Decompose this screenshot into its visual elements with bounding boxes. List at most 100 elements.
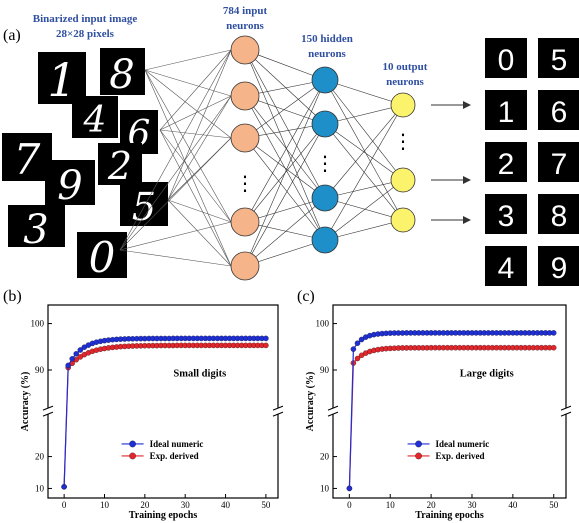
- digit-tile: [38, 52, 86, 104]
- connection-line: [324, 179, 404, 241]
- series-point: [550, 330, 557, 336]
- hidden-layer-caption-line2: neurons: [308, 48, 346, 60]
- output-digit-card: [485, 90, 527, 130]
- panel-b-label: (b): [3, 288, 22, 305]
- connection-line: [144, 49, 232, 71]
- digit-tile: [120, 182, 168, 226]
- hidden-neuron: [311, 110, 339, 138]
- digit-tile-label: 7: [14, 135, 41, 184]
- hidden-layer-ellipsis: ⋮: [315, 151, 335, 175]
- output-digit-label: 6: [551, 96, 568, 129]
- output-digit-card: [538, 90, 579, 130]
- input-neuron: [230, 81, 260, 111]
- connection-line: [244, 49, 326, 125]
- series-point: [61, 484, 67, 490]
- series-line: [348, 332, 554, 489]
- connection-line: [144, 69, 232, 139]
- connection-line: [244, 49, 326, 241]
- accuracy-chart-large-digits: 10 20 90 100 0 10 20 30 40 50 Training epochs Accur…: [305, 304, 572, 521]
- input-layer-caption-line2: neurons: [226, 20, 264, 32]
- network-neurons: [230, 35, 416, 281]
- output-digit-grid: 0 5 1 6 2 7 3 8 4 9: [485, 38, 579, 286]
- y-tick-label: 100: [31, 319, 45, 329]
- digit-tile: [100, 48, 145, 95]
- output-digit-label: 1: [498, 96, 515, 129]
- legend-label: Exp. derived: [436, 451, 485, 461]
- series-line: [348, 347, 554, 489]
- output-digit-label: 8: [551, 200, 568, 233]
- connection-line: [244, 95, 326, 199]
- digit-tile-label: 1: [47, 53, 76, 107]
- series-point: [65, 362, 71, 369]
- legend-marker: [415, 440, 422, 448]
- digit-tile-label: 3: [23, 207, 48, 253]
- x-tick-label: 10: [100, 500, 110, 510]
- connection-line: [244, 137, 326, 199]
- connection-line: [159, 49, 232, 131]
- axis-break-mark: [42, 411, 54, 417]
- x-tick-label: 50: [549, 500, 559, 510]
- axis-break-mark: [327, 405, 339, 411]
- output-digit-card: [485, 194, 527, 234]
- connection-line: [244, 197, 326, 267]
- output-digit-card: [538, 38, 579, 78]
- axis-break-mark: [560, 405, 572, 411]
- series-point: [263, 342, 269, 349]
- panel-c-label: (c): [297, 288, 315, 305]
- y-axis-label: Accuracy (%): [20, 372, 31, 432]
- input-image-caption-line1: Binarized input image: [33, 13, 138, 25]
- connection-line: [159, 129, 232, 267]
- x-tick-label: 10: [386, 500, 396, 510]
- connection-line: [167, 199, 232, 267]
- x-tick-label: 50: [261, 500, 271, 510]
- connection-line: [324, 197, 404, 221]
- output-digit-card: [485, 142, 527, 182]
- x-tick-label: 40: [221, 500, 231, 510]
- output-layer-ellipsis: ⋮: [393, 129, 413, 153]
- connection-line: [324, 219, 404, 241]
- series-point: [73, 351, 79, 357]
- connection-line: [324, 79, 404, 181]
- output-digit-label: 0: [498, 44, 515, 77]
- panel-a-label: (a): [3, 27, 21, 44]
- connection-line: [324, 104, 404, 199]
- connection-line: [324, 104, 404, 241]
- series-line: [63, 337, 266, 487]
- input-neuron: [230, 123, 260, 153]
- connection-line: [324, 79, 404, 106]
- connection-line: [324, 79, 404, 221]
- y-tick-label: 10: [35, 483, 45, 493]
- legend-label: Ideal numeric: [436, 439, 490, 449]
- x-tick-label: 30: [181, 500, 191, 510]
- hidden-neuron: [311, 226, 339, 254]
- input-neuron: [230, 207, 260, 237]
- output-digit-card: [485, 38, 527, 78]
- input-image-caption-line2: 28×28 pixels: [56, 28, 115, 40]
- connection-line: [244, 79, 326, 267]
- output-digit-label: 9: [551, 252, 568, 285]
- digit-tile: [8, 205, 65, 247]
- digit-tile-label: 2: [107, 144, 132, 188]
- series-point: [346, 485, 353, 492]
- y-tick-label: 20: [35, 452, 45, 462]
- x-tick-label: 20: [427, 500, 437, 510]
- series-point: [350, 346, 357, 352]
- connection-line: [119, 137, 232, 251]
- axis-break-gap: [44, 408, 52, 415]
- connection-line: [119, 49, 232, 251]
- output-digit-label: 5: [551, 44, 568, 77]
- y-tick-label: 20: [320, 452, 330, 462]
- output-digit-label: 4: [498, 252, 515, 285]
- output-digit-card: [538, 246, 579, 286]
- series-point: [69, 356, 75, 362]
- input-neuron: [230, 35, 260, 65]
- digit-tile-label: 0: [89, 233, 116, 282]
- output-arrows: [431, 101, 471, 224]
- digit-tile: [45, 160, 95, 205]
- connection-line: [244, 137, 326, 241]
- digit-tile-label: 9: [57, 163, 82, 209]
- digit-tile: [2, 133, 52, 181]
- output-layer-caption-line1: 10 output: [383, 61, 428, 73]
- connection-line: [167, 199, 232, 223]
